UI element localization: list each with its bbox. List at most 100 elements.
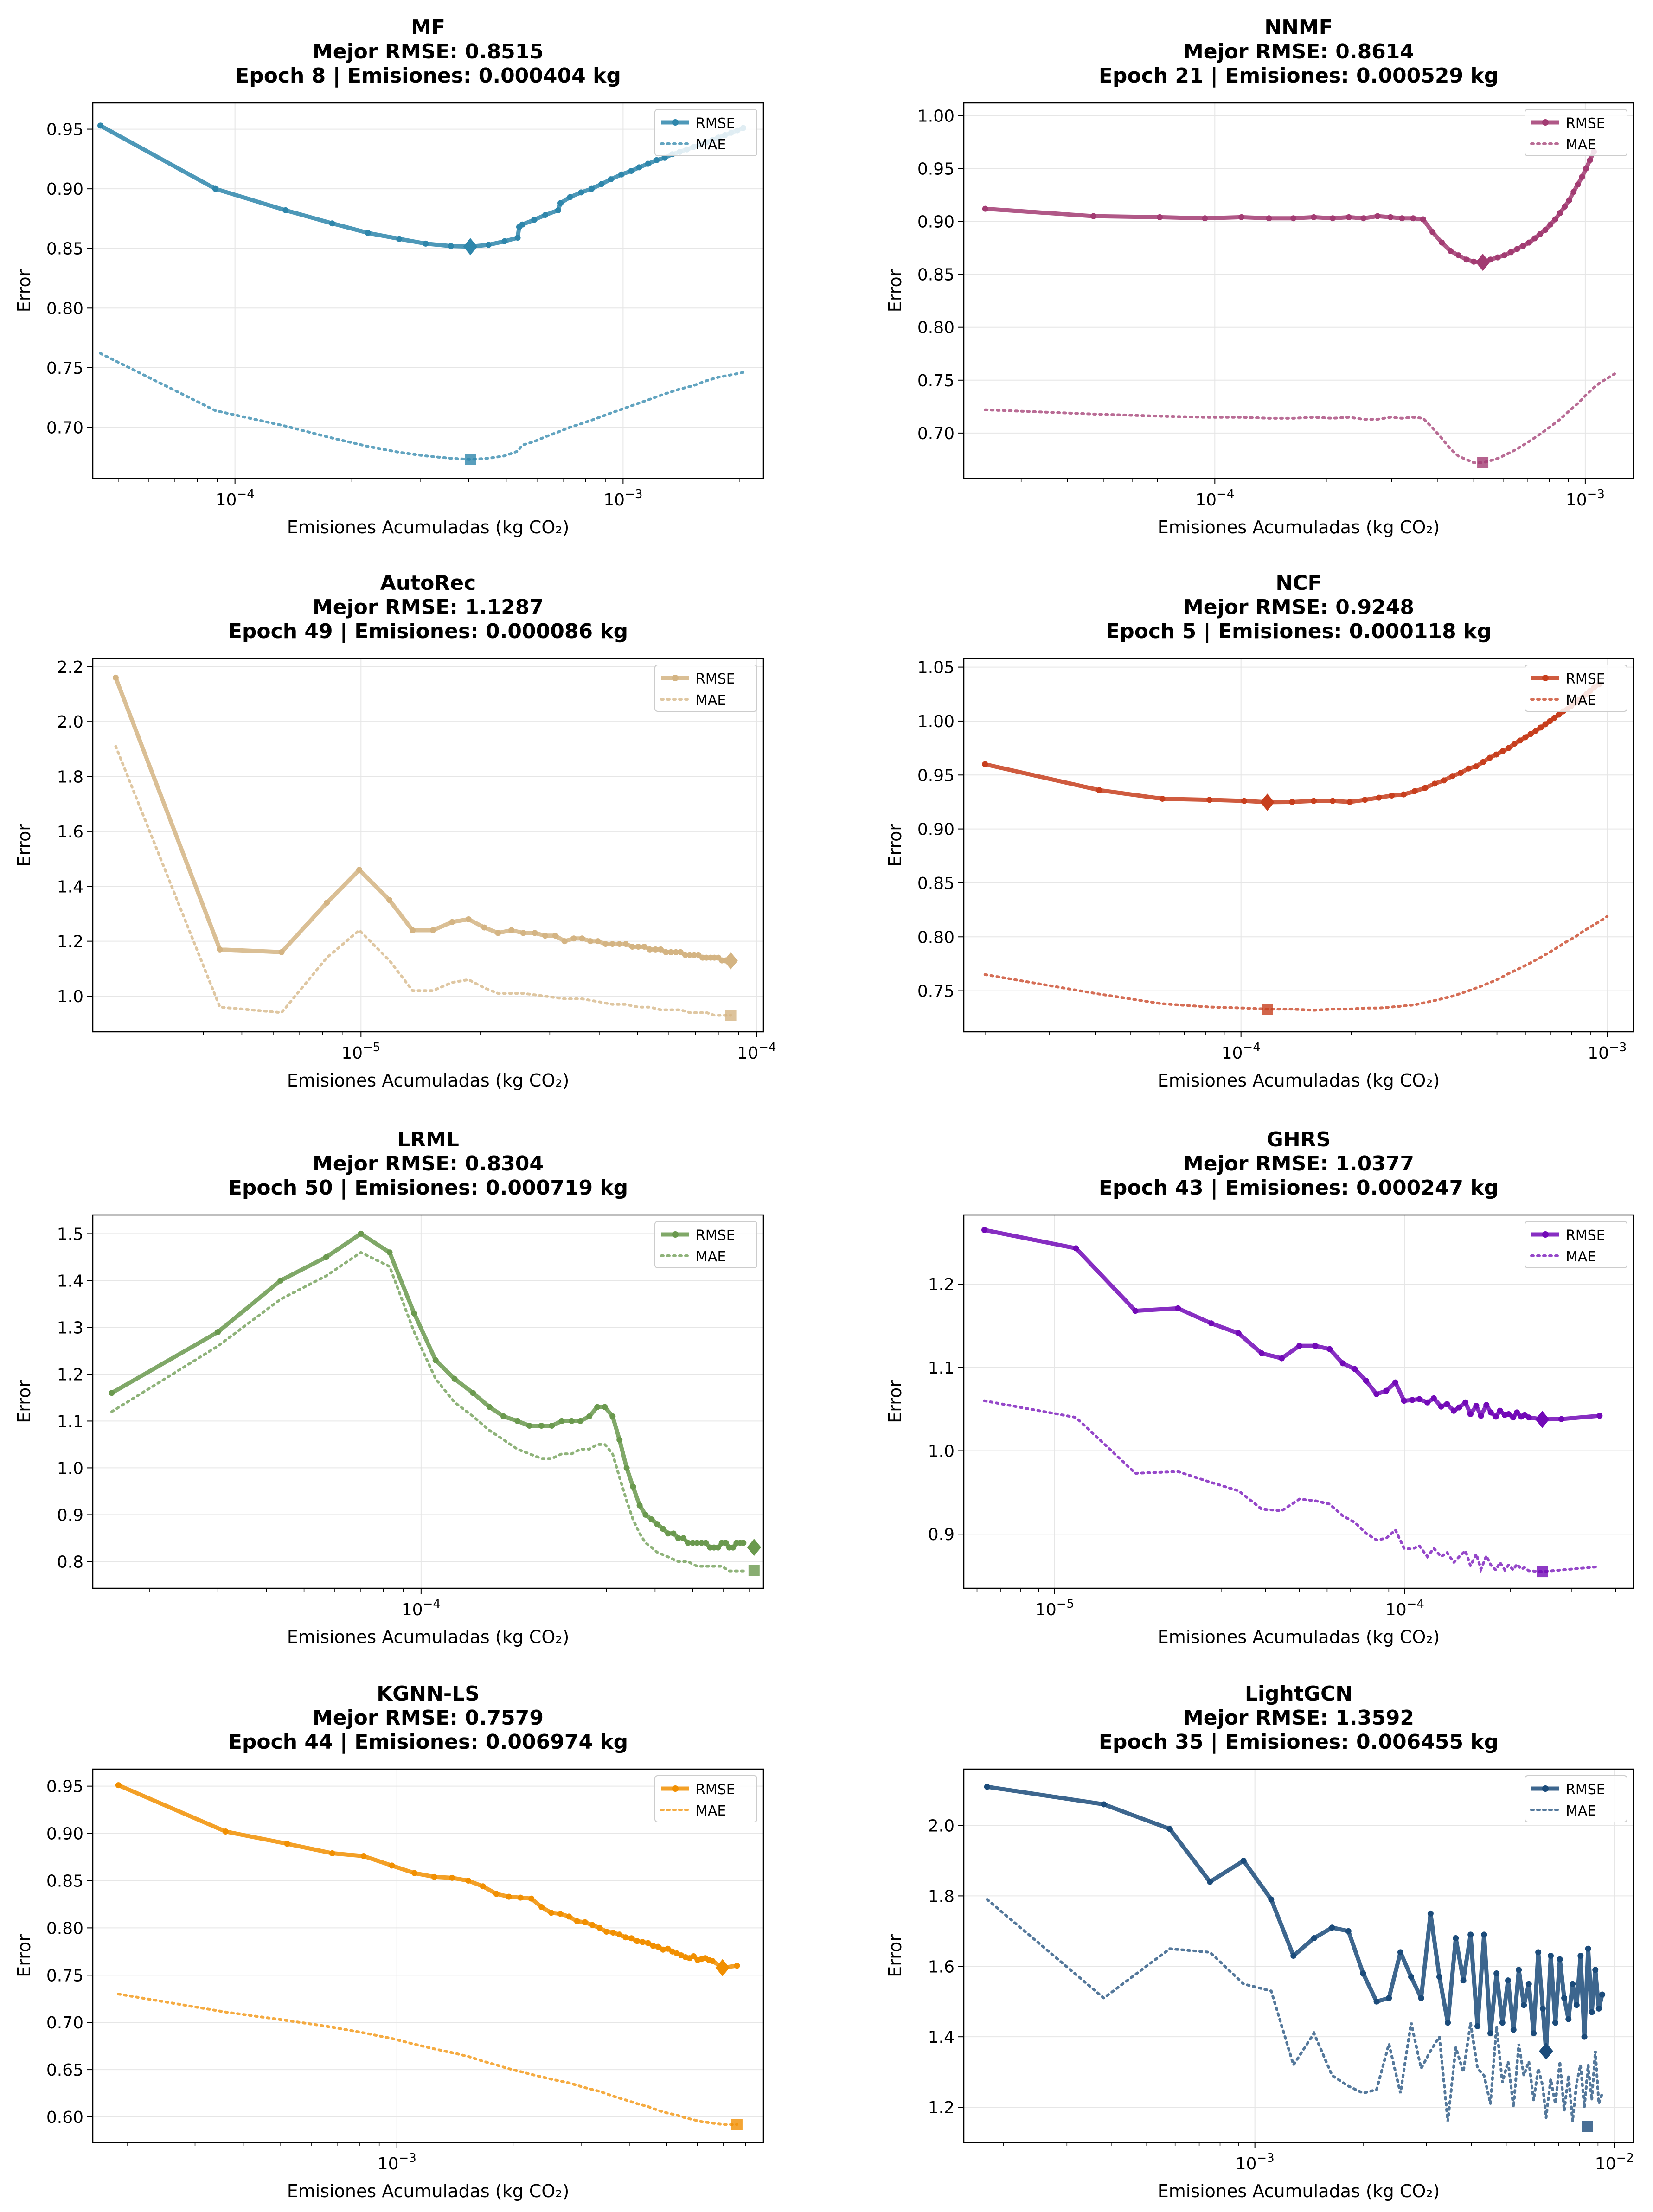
rmse-point — [1455, 252, 1462, 259]
chart-title: KGNN-LS — [377, 1682, 480, 1706]
mae-line — [986, 1898, 1604, 2122]
rmse-point — [1581, 2033, 1588, 2040]
rmse-point — [602, 941, 609, 947]
x-axis-label: Emisiones Acumuladas (kg CO₂) — [287, 517, 570, 537]
rmse-point — [557, 1911, 564, 1917]
rmse-point — [730, 1544, 737, 1551]
rmse-point — [1480, 759, 1486, 765]
rmse-point — [609, 1413, 616, 1419]
rmse-line — [987, 1784, 1604, 2053]
rmse-point — [1456, 1404, 1462, 1411]
rmse-point — [589, 1922, 596, 1928]
rmse-point — [1363, 1378, 1369, 1384]
rmse-point — [365, 230, 371, 236]
rmse-point — [1289, 799, 1295, 805]
y-tick-label: 1.0 — [57, 1459, 83, 1478]
legend-mae-label: MAE — [1566, 692, 1596, 709]
rmse-point — [1235, 1330, 1242, 1336]
rmse-point — [1465, 765, 1472, 772]
rmse-point — [1268, 1896, 1275, 1903]
y-tick-label: 0.65 — [46, 2061, 83, 2080]
rmse-point — [691, 952, 698, 958]
legend-rmse-label: RMSE — [1566, 115, 1605, 132]
rmse-point — [1557, 1956, 1563, 1963]
best-rmse-marker — [1539, 2042, 1553, 2060]
rmse-point — [675, 1535, 681, 1541]
y-tick-label: 2.0 — [928, 1817, 955, 1836]
rmse-point — [1552, 2020, 1558, 2026]
rmse-point — [1410, 215, 1416, 222]
y-tick-label: 1.3 — [57, 1318, 83, 1337]
rmse-point — [1241, 798, 1247, 804]
rmse-point — [548, 1910, 554, 1916]
best-mae-marker — [1582, 2121, 1593, 2132]
rmse-line — [984, 683, 1601, 805]
y-tick-label: 0.60 — [46, 2108, 83, 2127]
rmse-point — [1166, 1826, 1173, 1832]
rmse-point — [1493, 1970, 1500, 1976]
rmse-point — [1527, 731, 1534, 737]
rmse-point — [542, 933, 548, 939]
y-tick-label: 1.2 — [57, 933, 83, 952]
rmse-point — [1438, 1403, 1444, 1410]
rmse-point — [1548, 1953, 1554, 1959]
rmse-point — [981, 1227, 988, 1233]
rmse-point — [1373, 1391, 1380, 1397]
rmse-point — [1157, 214, 1163, 220]
rmse-point — [1596, 1413, 1603, 1419]
rmse-point — [1535, 1949, 1542, 1956]
rmse-point — [1517, 737, 1523, 744]
rmse-point — [217, 946, 223, 953]
rmse-point — [222, 1828, 229, 1835]
rmse-point — [635, 944, 641, 950]
rmse-point — [1487, 1409, 1494, 1416]
rmse-point — [1266, 215, 1272, 222]
rmse-point — [552, 933, 559, 939]
rmse-point — [1460, 1977, 1467, 1984]
rmse-point — [115, 1782, 122, 1789]
rmse-point — [360, 1853, 367, 1859]
chart-subtitle: Epoch 5 | Emisiones: 0.000118 kg — [1106, 620, 1492, 643]
rmse-point — [1487, 2030, 1494, 2037]
rmse-point — [1547, 718, 1553, 724]
rmse-point — [608, 176, 614, 183]
chart-subtitle: Mejor RMSE: 0.8614 — [1183, 40, 1414, 64]
rmse-point — [1589, 2009, 1595, 2015]
rmse-point — [628, 168, 634, 174]
rmse-point — [1445, 2020, 1451, 2026]
rmse-point — [1467, 1931, 1474, 1938]
rmse-point — [1525, 1981, 1532, 1987]
x-axis-label: Emisiones Acumuladas (kg CO₂) — [287, 1070, 570, 1091]
legend-rmse-dot — [1542, 1231, 1549, 1238]
rmse-point — [1339, 1360, 1346, 1367]
rmse-point — [645, 160, 651, 167]
legend-mae-label: MAE — [696, 137, 726, 153]
rmse-point — [982, 761, 988, 767]
rmse-point — [215, 1329, 221, 1336]
rmse-point — [1467, 1411, 1474, 1417]
rmse-point — [1562, 204, 1568, 210]
rmse-point — [1570, 189, 1577, 195]
rmse-point — [1487, 256, 1494, 263]
y-tick-label: 1.1 — [57, 1412, 83, 1431]
rmse-point — [1570, 1981, 1576, 1987]
rmse-point — [1520, 243, 1526, 249]
rmse-point — [558, 1418, 565, 1424]
rmse-point — [1374, 213, 1381, 219]
rmse-point — [1557, 210, 1563, 216]
rmse-point — [1429, 229, 1436, 235]
chart-title: MF — [411, 16, 445, 39]
legend-mae-label: MAE — [696, 1803, 726, 1819]
rmse-point — [740, 1540, 747, 1546]
y-tick-label: 0.9 — [57, 1506, 83, 1525]
rmse-point — [449, 1874, 455, 1881]
rmse-point — [1202, 215, 1208, 222]
chart-subtitle: Mejor RMSE: 1.0377 — [1183, 1152, 1414, 1176]
rmse-point — [673, 949, 679, 955]
plot-frame — [92, 102, 764, 479]
best-mae-marker — [731, 2119, 743, 2130]
y-tick-label: 0.85 — [46, 1872, 83, 1891]
y-tick-label: 0.95 — [46, 1777, 83, 1796]
